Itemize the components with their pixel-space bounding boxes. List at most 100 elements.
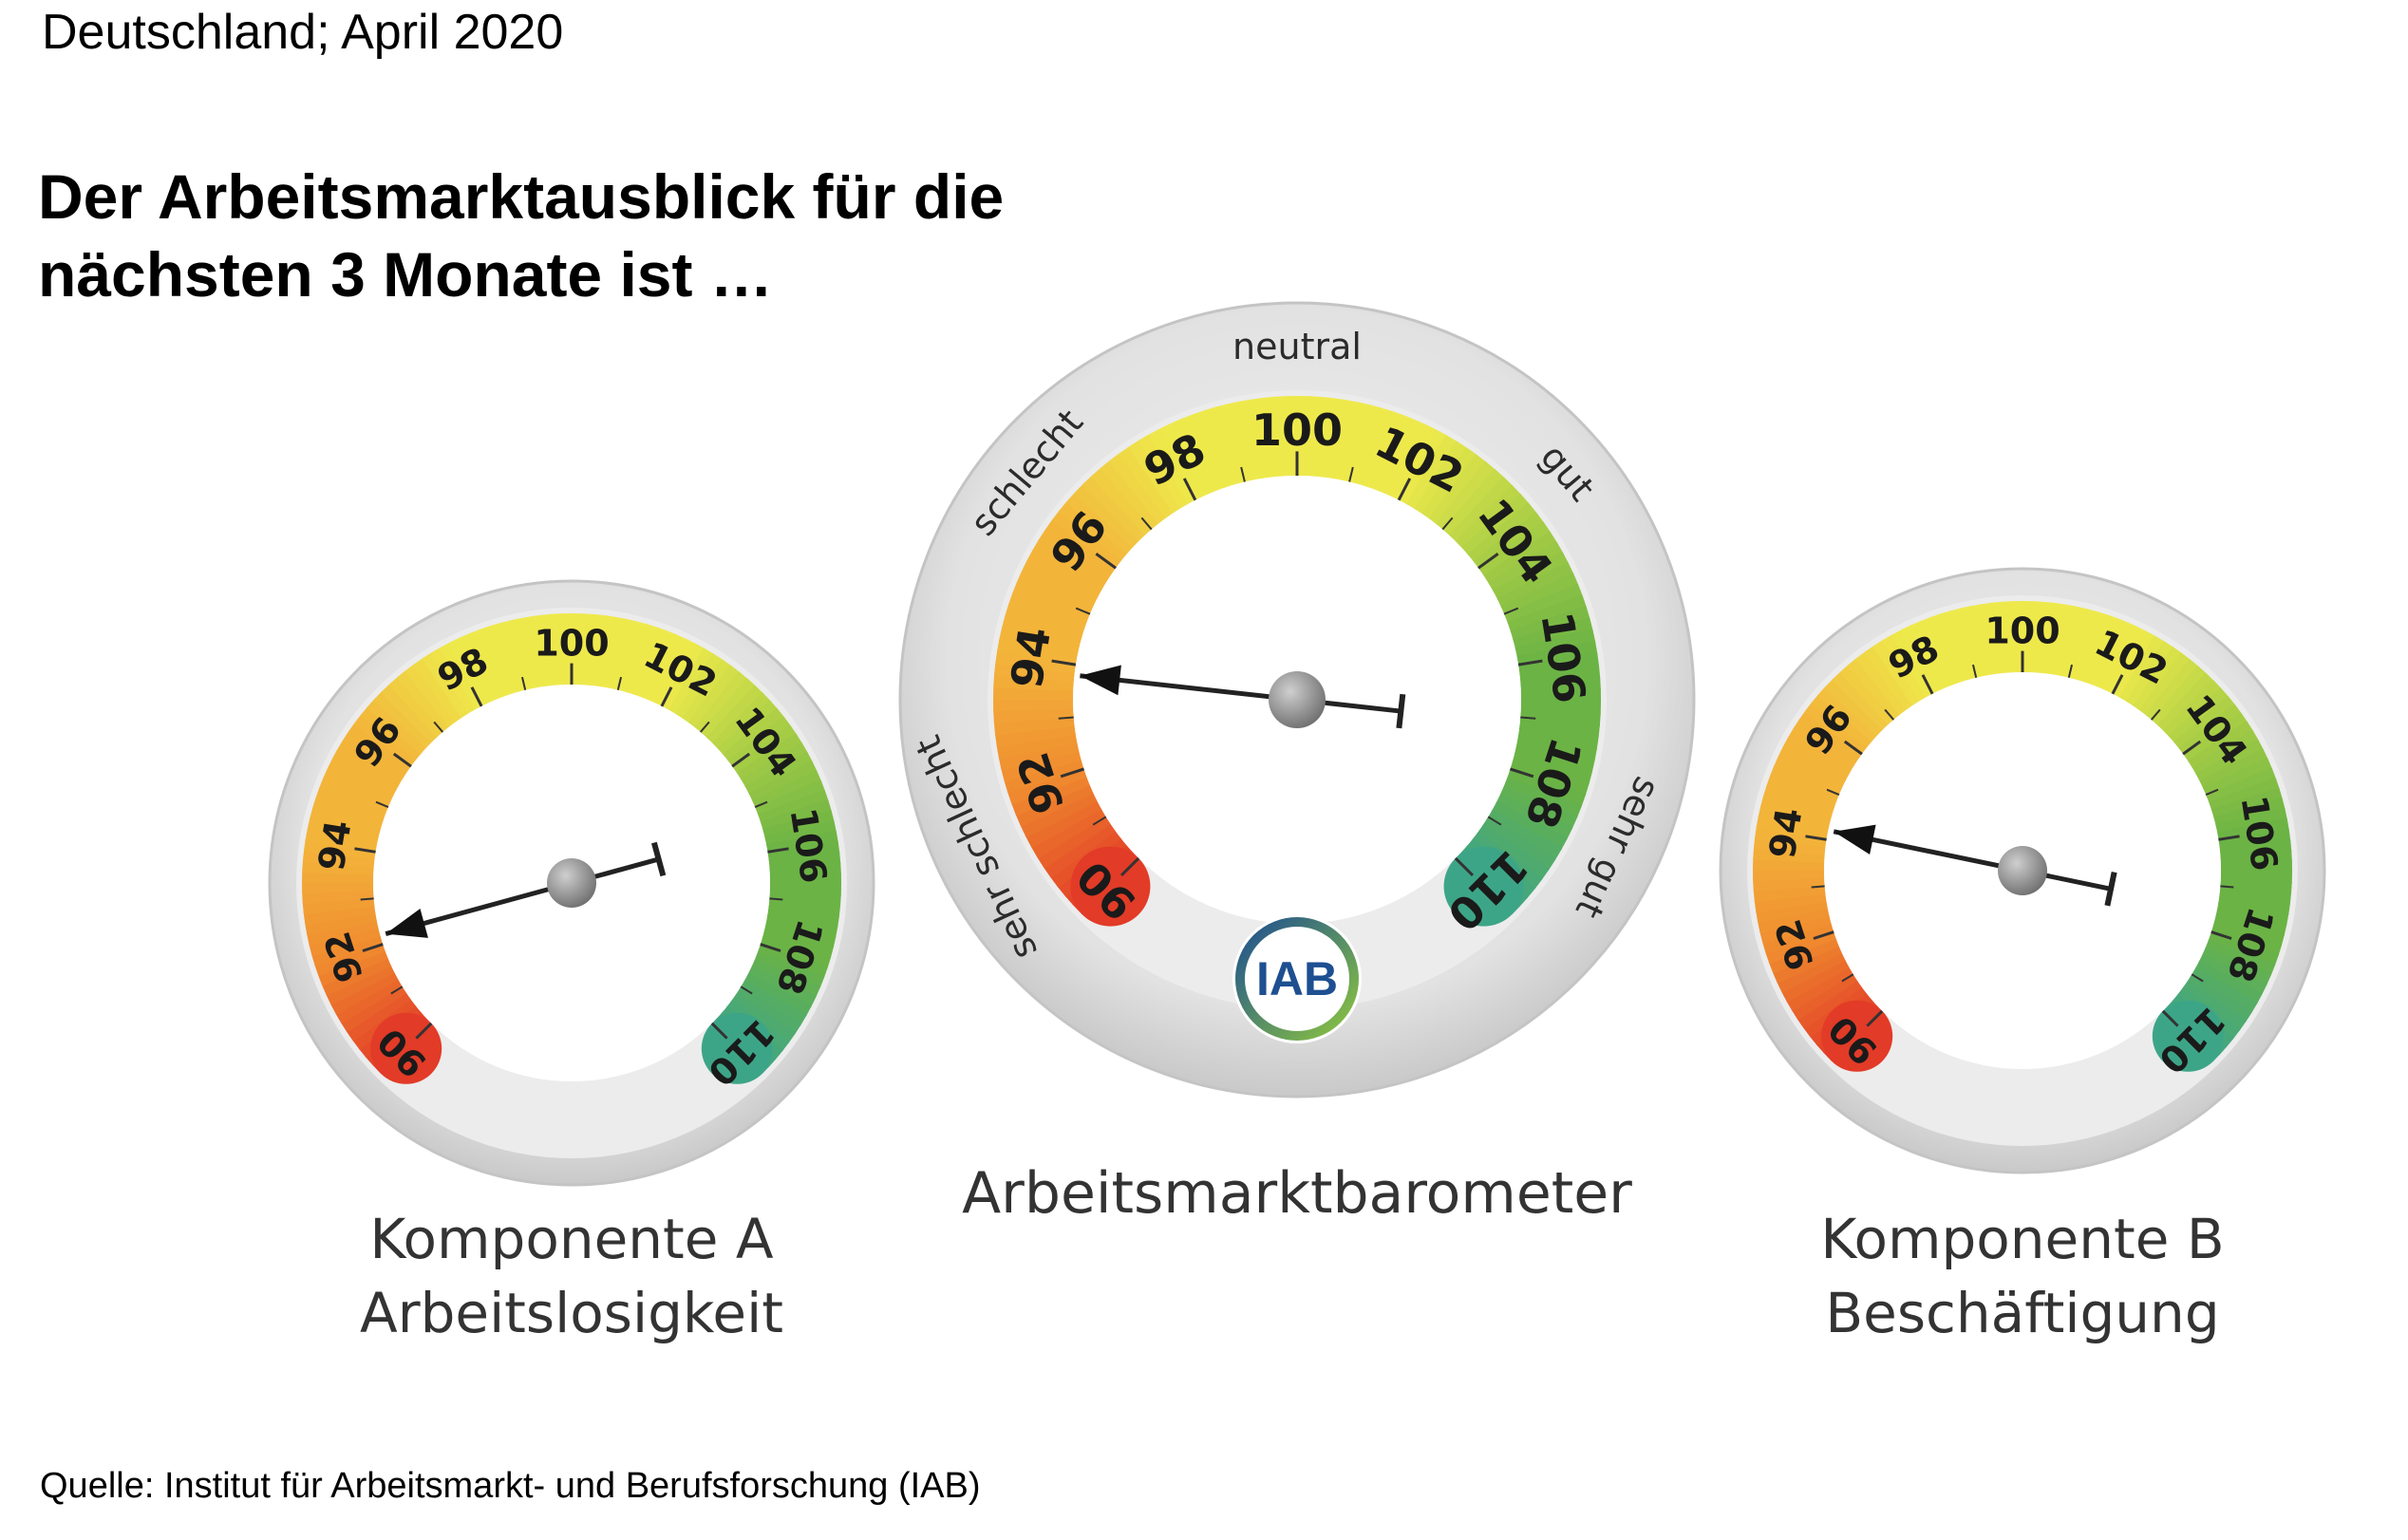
band-segment: [767, 906, 840, 929]
band-segment: [1872, 639, 1921, 706]
band-segment: [2105, 626, 2148, 695]
band-segment: [1496, 561, 1574, 609]
band-segment: [1058, 499, 1129, 561]
band-segment: [757, 944, 829, 979]
band-segment: [2119, 635, 2166, 703]
tick-mark: [1095, 553, 1117, 570]
band-segment: [740, 980, 807, 1026]
band-segment: [311, 797, 384, 830]
band-segment: [1483, 531, 1558, 585]
tick-mark: [1058, 716, 1074, 720]
band-segment: [1881, 633, 1928, 702]
band-segment: [1487, 809, 1563, 861]
band-segment: [1753, 836, 1826, 855]
band-segment: [2218, 893, 2291, 916]
band-segment: [1778, 745, 1847, 788]
tick-mark: [1119, 856, 1140, 877]
band-segment: [1374, 414, 1417, 494]
band-segment: [2215, 807, 2288, 835]
band-segment: [1754, 892, 1827, 913]
band-segment: [754, 951, 825, 989]
band-segment: [309, 807, 382, 837]
gauge-needle: [1080, 665, 1406, 729]
band-segment: [1776, 951, 1846, 993]
band-segment: [1021, 558, 1099, 607]
tick-mark: [769, 897, 783, 901]
band-segment: [336, 740, 404, 786]
tick-mark: [360, 897, 374, 901]
tick-mark: [470, 686, 483, 707]
band-segment: [1148, 427, 1197, 505]
tick-mark: [2182, 740, 2202, 756]
band-segment: [2210, 924, 2283, 957]
band-segment: [1513, 617, 1593, 650]
band-segment: [1036, 815, 1111, 869]
tick-mark: [2150, 708, 2161, 721]
band-segment: [1015, 783, 1094, 827]
band-segment: [996, 732, 1078, 760]
band-segment: [305, 911, 378, 936]
band-segment: [993, 696, 1074, 712]
band-segment: [1519, 717, 1601, 739]
band-segment: [1473, 511, 1545, 571]
band-segment: [1928, 613, 1964, 685]
band-segment: [1765, 930, 1836, 965]
band-segment: [1237, 399, 1265, 480]
band-segment: [1007, 592, 1088, 631]
band-segment: [1108, 452, 1168, 524]
band-segment: [1900, 624, 1942, 694]
band-segment: [1761, 922, 1834, 954]
band-segment: [1138, 433, 1190, 509]
band-segment: [1158, 423, 1206, 500]
band-segment: [1959, 605, 1986, 678]
band-segment: [1467, 502, 1538, 563]
tick-label: 94: [310, 817, 360, 873]
band-segment: [743, 972, 813, 1018]
band-segment: [307, 817, 380, 845]
band-segment: [1516, 640, 1598, 667]
band-segment: [1919, 616, 1956, 687]
band-segment: [2186, 974, 2253, 1024]
band-segment: [1314, 396, 1336, 478]
band-segment: [1461, 493, 1531, 556]
band-segment: [711, 692, 772, 750]
band-segment: [2220, 859, 2292, 873]
band-segment: [1010, 775, 1090, 817]
band-segment: [1787, 727, 1854, 774]
band-segment: [2098, 621, 2138, 692]
band-segment: [1004, 758, 1084, 794]
needle-tail: [650, 841, 667, 877]
band-segment: [993, 672, 1074, 691]
band-segment: [1031, 538, 1107, 591]
band-segment: [1797, 979, 1862, 1029]
gauge-needle: [1833, 824, 2117, 907]
needle-shaft: [1833, 829, 2112, 892]
band-segment: [2218, 828, 2291, 850]
band-segment: [1769, 764, 1840, 802]
source-note: Quelle: Institut für Arbeitsmarkt- und B…: [40, 1466, 981, 1506]
band-segment: [1765, 775, 1837, 810]
iab-logo: IAB: [1232, 914, 1362, 1043]
band-segment: [1517, 725, 1599, 751]
tick-mark: [1182, 478, 1197, 501]
band-segment: [305, 827, 378, 853]
band-segment: [302, 848, 375, 868]
band-segment: [1496, 793, 1573, 841]
band-segment: [2219, 886, 2292, 906]
band-segment: [732, 724, 798, 775]
band-segment: [2199, 748, 2269, 790]
band-segment: [767, 840, 840, 862]
band-segment: [1756, 815, 1829, 840]
tick-mark: [1454, 856, 1475, 877]
tick-mark: [362, 943, 384, 952]
band-segment: [2068, 608, 2098, 681]
tick-mark: [392, 752, 412, 768]
band-segment: [617, 620, 648, 693]
band-segment: [404, 663, 457, 727]
band-segment: [1016, 570, 1095, 614]
band-segment: [730, 993, 797, 1044]
band-segment: [2206, 767, 2277, 804]
band-segment: [1762, 784, 1834, 817]
band-segment: [995, 648, 1077, 674]
